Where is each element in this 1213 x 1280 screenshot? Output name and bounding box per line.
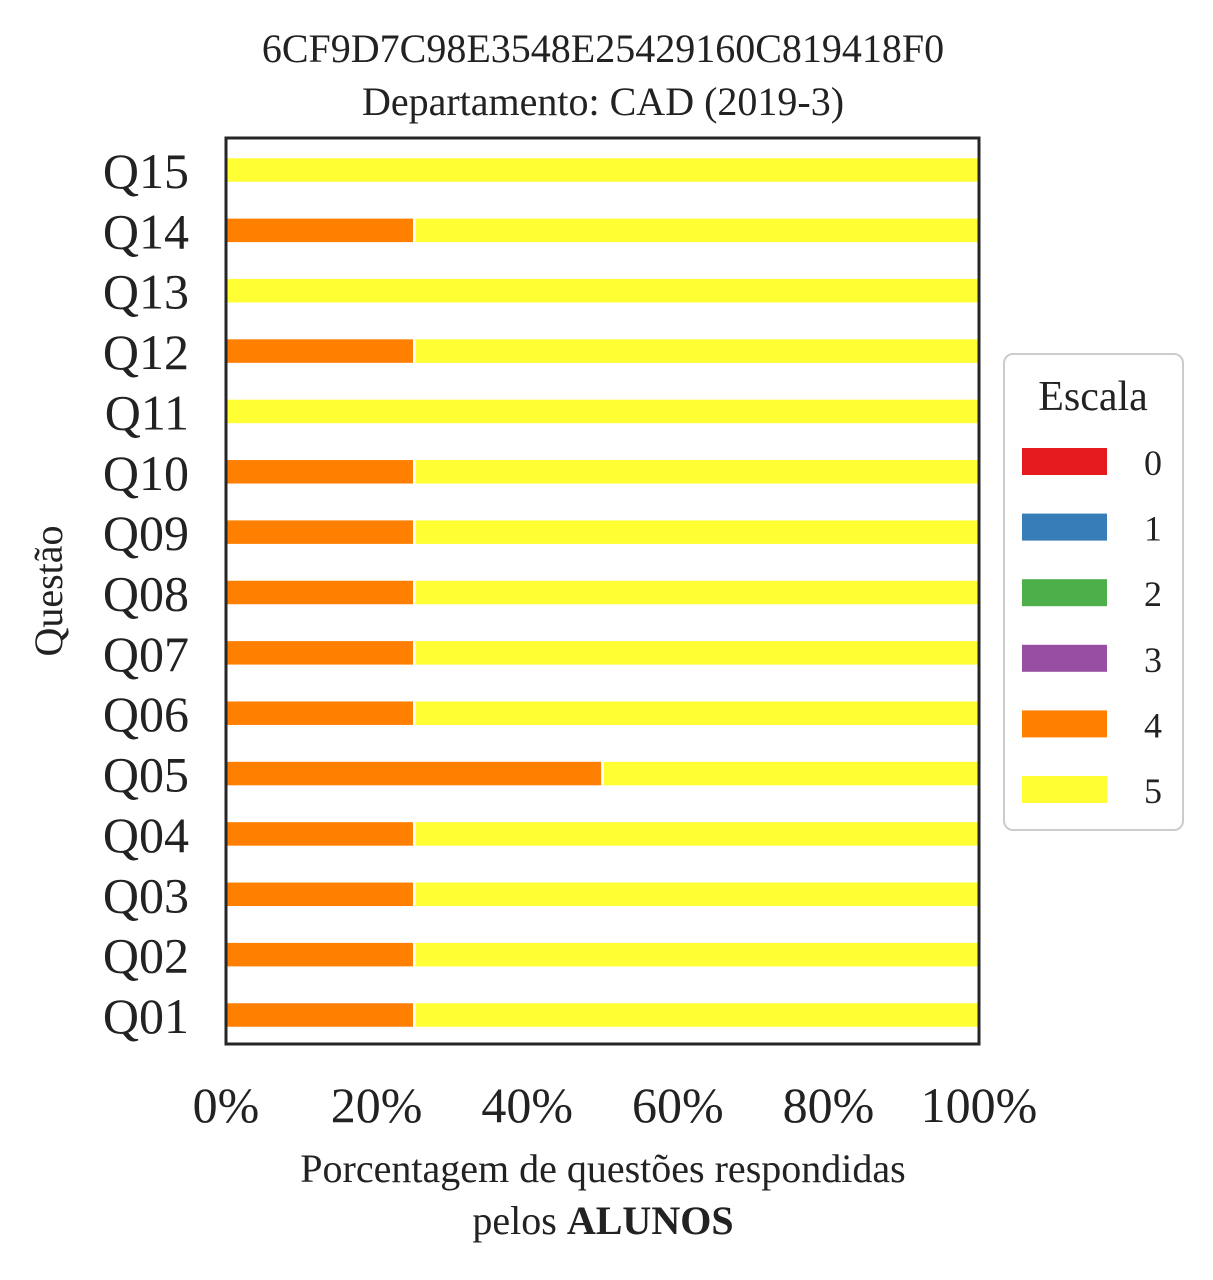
bar-q01-scale-5 bbox=[413, 1000, 981, 1030]
bar-q07-scale-5 bbox=[413, 638, 981, 668]
bar-q04-scale-4 bbox=[224, 819, 416, 849]
legend-label-4: 4 bbox=[1144, 705, 1162, 745]
legend-swatch-3 bbox=[1022, 644, 1107, 672]
bar-q08-scale-4 bbox=[224, 578, 416, 607]
plot-frame bbox=[224, 136, 981, 1046]
bar-q06-scale-5 bbox=[413, 698, 981, 728]
legend-label-5: 5 bbox=[1144, 771, 1162, 811]
bar-q03-scale-4 bbox=[224, 880, 416, 909]
bar-q12-scale-5 bbox=[413, 336, 981, 366]
y-tick-label: Q07 bbox=[103, 626, 189, 682]
bar-q04-scale-5 bbox=[413, 819, 981, 849]
bar-q10-scale-5 bbox=[413, 457, 981, 487]
y-tick-label: Q02 bbox=[103, 928, 189, 984]
bar-q13-scale-5 bbox=[224, 276, 981, 305]
y-tick-label: Q06 bbox=[103, 686, 189, 742]
legend-swatch-4 bbox=[1022, 710, 1107, 738]
x-axis-label-line1: Porcentagem de questões respondidas bbox=[300, 1146, 905, 1191]
y-tick-label: Q03 bbox=[103, 867, 189, 923]
x-tick-label: 60% bbox=[632, 1077, 724, 1133]
y-axis-label: Questão bbox=[26, 525, 71, 656]
y-tick-label: Q12 bbox=[103, 324, 189, 380]
chart-subtitle: Departamento: CAD (2019-3) bbox=[362, 79, 844, 124]
y-tick-label: Q01 bbox=[103, 988, 189, 1044]
x-tick-label: 80% bbox=[783, 1077, 875, 1133]
x-axis-label-line2: pelos ALUNOS bbox=[472, 1198, 733, 1243]
bar-q01-scale-4 bbox=[224, 1000, 416, 1030]
legend-label-3: 3 bbox=[1144, 640, 1162, 680]
y-tick-label: Q11 bbox=[105, 384, 189, 440]
x-tick-labels: 0% 20% 40% 60% 80% 100% bbox=[193, 1077, 1038, 1133]
legend-label-2: 2 bbox=[1144, 574, 1162, 614]
bar-q06-scale-4 bbox=[224, 698, 416, 728]
bar-q07-scale-4 bbox=[224, 638, 416, 668]
legend: Escala 0 1 2 3 4 5 bbox=[1003, 353, 1184, 831]
chart-title: 6CF9D7C98E3548E25429160C819418F0 bbox=[262, 26, 944, 71]
y-tick-label: Q15 bbox=[103, 143, 189, 199]
x-axis-label-bold: ALUNOS bbox=[567, 1198, 734, 1243]
bar-q11-scale-5 bbox=[224, 397, 981, 426]
y-tick-label: Q09 bbox=[103, 505, 189, 561]
y-tick-label: Q10 bbox=[103, 445, 189, 501]
bar-q12-scale-4 bbox=[224, 336, 416, 366]
legend-label-0: 0 bbox=[1144, 443, 1162, 483]
y-tick-label: Q14 bbox=[103, 203, 189, 259]
y-tick-label: Q13 bbox=[103, 264, 189, 320]
bar-q09-scale-5 bbox=[413, 517, 981, 547]
bar-q02-scale-4 bbox=[224, 940, 416, 969]
x-tick-label: 0% bbox=[193, 1077, 260, 1133]
bar-q09-scale-4 bbox=[224, 517, 416, 547]
bar-q14-scale-5 bbox=[413, 216, 981, 245]
legend-title: Escala bbox=[1038, 374, 1148, 420]
bar-q05-scale-4 bbox=[224, 759, 604, 788]
y-tick-labels: Q01Q02Q03Q04Q05Q06Q07Q08Q09Q10Q11Q12Q13Q… bbox=[103, 143, 189, 1044]
bar-q14-scale-4 bbox=[224, 216, 416, 245]
bar-q10-scale-4 bbox=[224, 457, 416, 487]
bar-q03-scale-5 bbox=[413, 880, 981, 909]
legend-swatch-1 bbox=[1022, 513, 1107, 541]
bar-q05-scale-5 bbox=[601, 759, 981, 788]
y-tick-label: Q04 bbox=[103, 807, 189, 863]
legend-items: 0 1 2 3 4 5 bbox=[1022, 443, 1162, 811]
y-tick-label: Q05 bbox=[103, 747, 189, 803]
legend-label-1: 1 bbox=[1144, 509, 1162, 549]
bar-q08-scale-5 bbox=[413, 578, 981, 607]
legend-swatch-0 bbox=[1022, 448, 1107, 475]
legend-swatch-5 bbox=[1022, 776, 1107, 803]
x-tick-label: 40% bbox=[481, 1077, 573, 1133]
bar-q15-scale-5 bbox=[224, 155, 981, 185]
x-axis-label-prefix: pelos bbox=[472, 1198, 566, 1243]
y-tick-label: Q08 bbox=[103, 566, 189, 622]
x-tick-label: 20% bbox=[331, 1077, 423, 1133]
x-tick-label: 100% bbox=[921, 1077, 1038, 1133]
bar-q02-scale-5 bbox=[413, 940, 981, 969]
bars-group bbox=[224, 155, 981, 1030]
legend-swatch-2 bbox=[1022, 579, 1107, 607]
